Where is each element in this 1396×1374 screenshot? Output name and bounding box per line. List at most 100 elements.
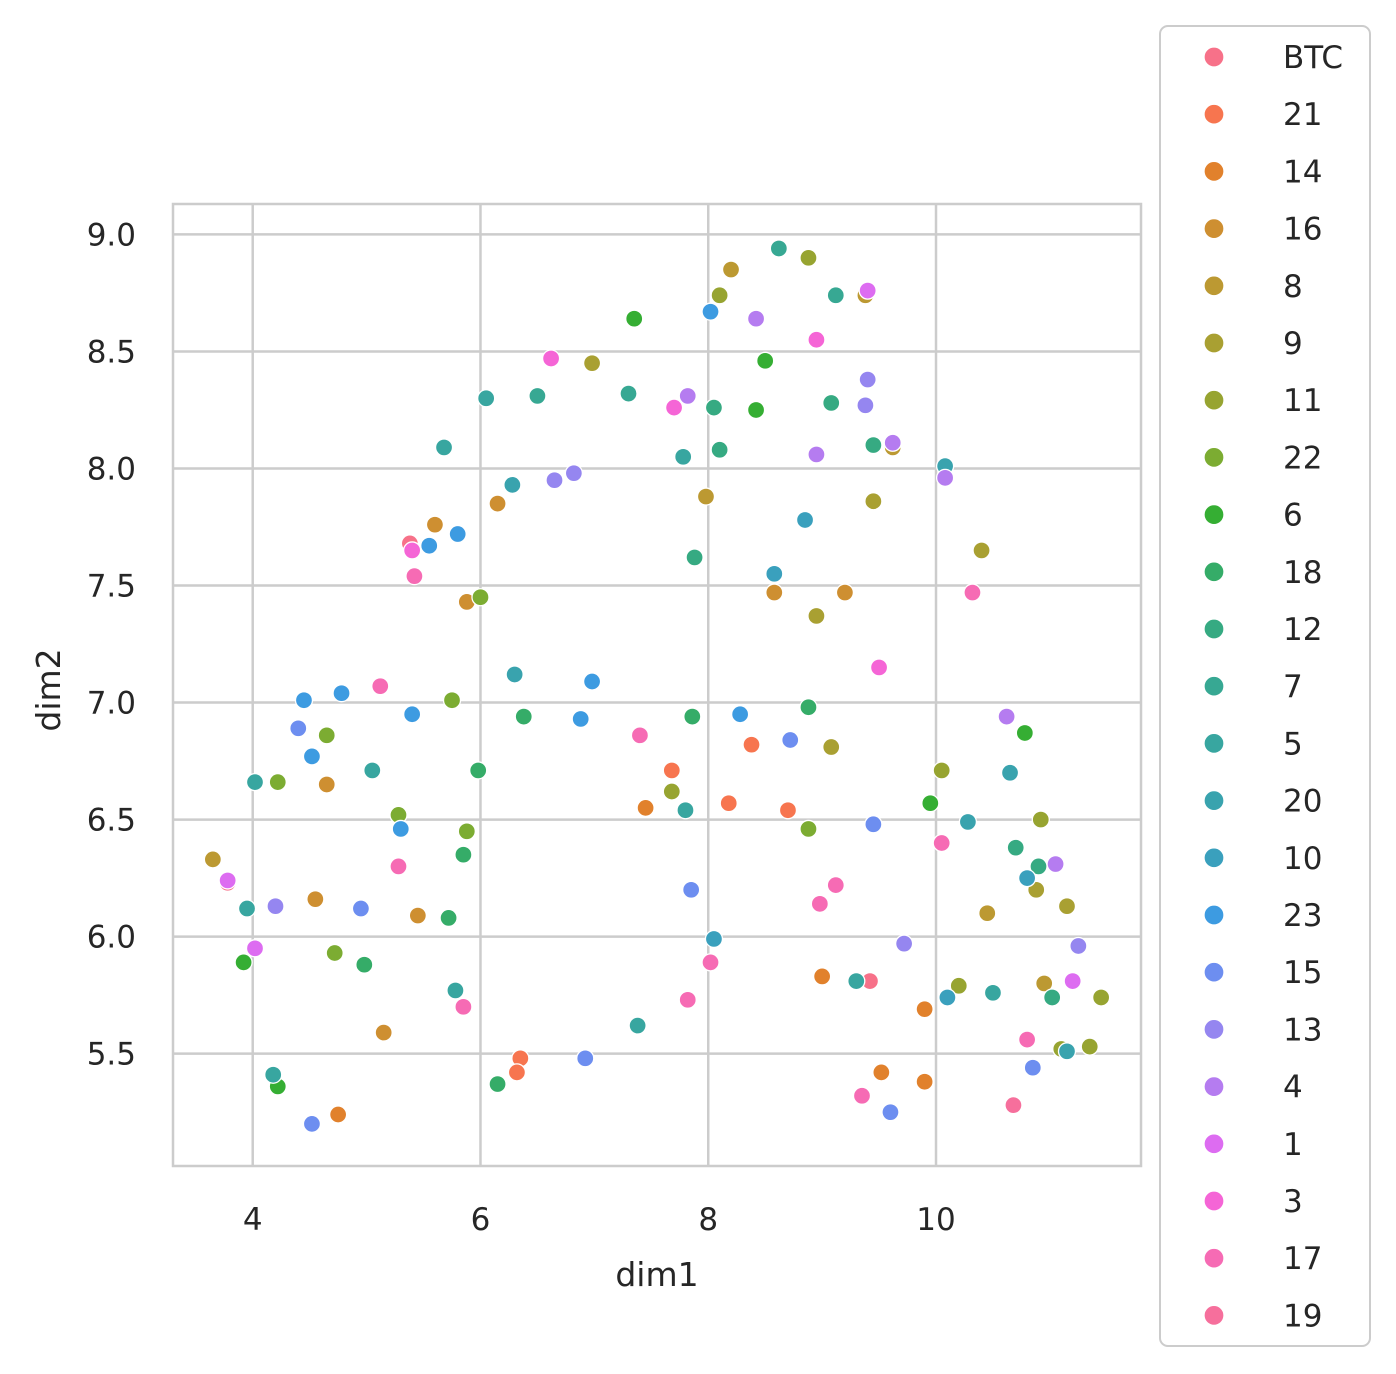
data-point: [245, 939, 265, 958]
data-point: [765, 564, 784, 583]
data-point: [704, 929, 724, 949]
data-point: [457, 822, 476, 841]
data-point: [351, 899, 371, 918]
data-point: [932, 761, 951, 780]
legend-label: 15: [1283, 955, 1322, 991]
y-tick-label: 8.0: [87, 451, 136, 487]
data-point: [719, 794, 738, 813]
legend-marker: [1203, 446, 1225, 469]
data-point: [696, 487, 716, 506]
data-point: [963, 583, 982, 602]
data-point: [978, 904, 997, 923]
data-point: [822, 737, 841, 757]
legend-marker: [1203, 904, 1225, 926]
data-point: [676, 801, 695, 820]
data-point: [582, 354, 602, 373]
data-point: [864, 815, 883, 834]
legend-marker: [1203, 160, 1225, 183]
data-point: [1023, 1058, 1042, 1077]
data-point: [769, 239, 789, 258]
data-point: [847, 971, 866, 991]
data-point: [938, 988, 957, 1007]
legend-label: BTC: [1283, 40, 1343, 76]
grid: [173, 204, 1141, 1166]
legend-label: 5: [1283, 726, 1303, 762]
data-point: [454, 997, 473, 1016]
data-point: [454, 845, 473, 864]
data-point: [571, 709, 590, 729]
data-point: [434, 438, 454, 457]
legend-label: 12: [1283, 612, 1322, 648]
data-point: [403, 705, 422, 724]
data-point: [921, 794, 940, 813]
data-point: [391, 819, 410, 839]
legend-marker: [1203, 789, 1225, 812]
legend-label: 6: [1283, 498, 1303, 534]
legend-marker: [1203, 1018, 1225, 1041]
data-point: [289, 719, 308, 738]
legend-marker: [1203, 847, 1225, 869]
data-point: [765, 583, 784, 602]
data-point: [317, 726, 336, 745]
data-point: [528, 386, 547, 406]
y-tick-labels: 5.5 6.0 6.5 7.0 7.5 8.0 8.5 9.0: [87, 217, 136, 1072]
data-point: [662, 782, 681, 801]
data-point: [328, 1105, 348, 1124]
legend-label: 16: [1283, 212, 1322, 248]
data-point: [1057, 897, 1077, 916]
data-point: [746, 309, 766, 328]
data-point: [420, 536, 439, 555]
data-point: [721, 260, 741, 279]
legend-label: 22: [1283, 440, 1322, 476]
data-point: [325, 943, 344, 963]
data-point: [972, 541, 991, 560]
x-tick-label: 6: [471, 1202, 491, 1238]
data-point: [576, 1049, 595, 1068]
data-point: [807, 330, 826, 349]
data-point: [1063, 971, 1082, 991]
legend-label: 23: [1283, 898, 1322, 934]
legend-marker: [1203, 389, 1225, 411]
data-point: [628, 1016, 647, 1035]
legend-label: 7: [1283, 669, 1303, 705]
x-tick-label: 4: [243, 1202, 263, 1238]
data-point: [915, 1000, 934, 1019]
data-point: [1080, 1037, 1099, 1056]
legend-marker: [1203, 675, 1225, 697]
data-point: [1035, 974, 1054, 993]
y-tick-label: 7.0: [87, 686, 136, 722]
x-tick-label: 10: [916, 1202, 955, 1238]
legend-label: 11: [1283, 383, 1322, 419]
data-point: [1006, 838, 1025, 857]
data-point: [425, 515, 445, 534]
legend-marker: [1203, 217, 1225, 240]
data-point: [505, 665, 524, 684]
data-point: [778, 801, 798, 820]
legend-marker: [1203, 561, 1225, 583]
data-point: [807, 445, 826, 464]
data-point: [852, 1086, 872, 1105]
data-point: [678, 990, 697, 1009]
data-point: [822, 393, 841, 413]
data-point: [742, 735, 761, 754]
data-point: [636, 798, 655, 818]
y-tick-label: 8.5: [87, 334, 136, 370]
data-point: [469, 761, 488, 780]
data-point: [507, 1063, 527, 1082]
legend-label: 14: [1283, 154, 1322, 190]
data-point: [1031, 810, 1050, 829]
legend-marker: [1203, 1304, 1225, 1327]
data-point: [812, 967, 832, 986]
data-point: [630, 726, 650, 745]
y-tick-label: 9.0: [87, 217, 136, 253]
data-point: [701, 953, 720, 972]
data-point: [582, 672, 602, 691]
x-tick-label: 8: [698, 1202, 718, 1238]
data-point: [541, 349, 561, 368]
legend-label: 4: [1283, 1070, 1303, 1106]
data-point: [317, 775, 336, 794]
data-point: [1017, 868, 1037, 888]
legend-marker: [1203, 275, 1225, 297]
data-point: [935, 468, 955, 488]
